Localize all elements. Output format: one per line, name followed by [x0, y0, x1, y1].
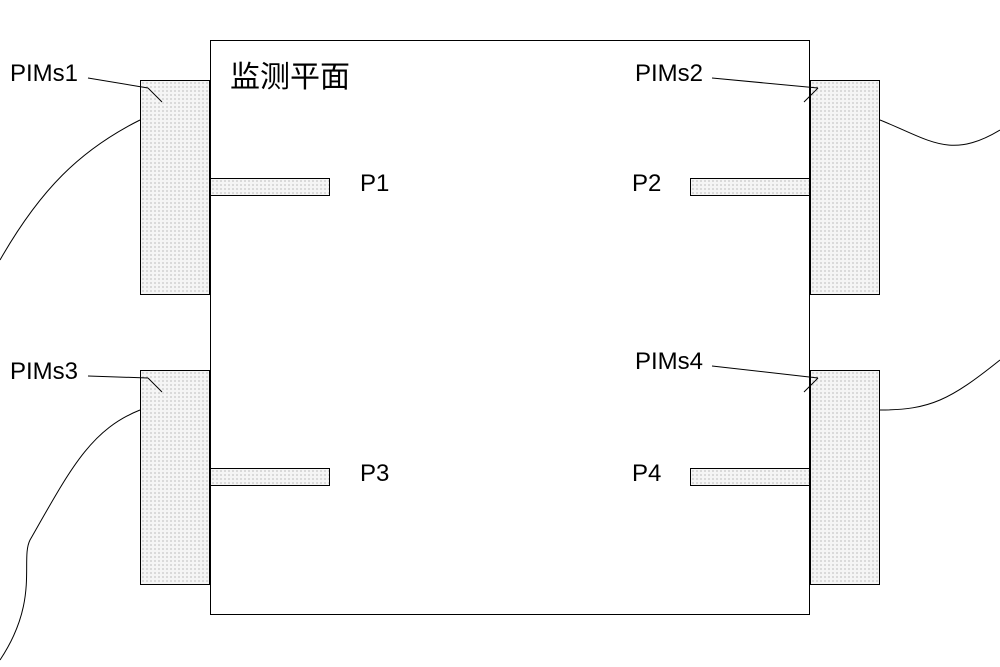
- probe-4-label: P4: [632, 460, 661, 488]
- probe-2: [690, 178, 810, 196]
- probe-4: [690, 468, 810, 486]
- sensor-3-label: PIMs3: [10, 358, 78, 386]
- probe-3: [210, 468, 330, 486]
- probe-2-label: P2: [632, 170, 661, 198]
- title-label: 监测平面: [230, 52, 350, 96]
- probe-1-label: P1: [360, 170, 389, 198]
- sensor-1-label: PIMs1: [10, 60, 78, 88]
- sensor-block-4: [810, 370, 880, 585]
- probe-1: [210, 178, 330, 196]
- sensor-4-label: PIMs4: [635, 348, 703, 376]
- sensor-block-1: [140, 80, 210, 295]
- sensor-block-3: [140, 370, 210, 585]
- monitoring-plane: [210, 40, 810, 615]
- diagram-canvas: 监测平面 P1 P2 P3 P4 PIMs1 PIMs2 PIMs3 PIMs4: [0, 0, 1000, 667]
- sensor-2-label: PIMs2: [635, 60, 703, 88]
- probe-3-label: P3: [360, 460, 389, 488]
- sensor-block-2: [810, 80, 880, 295]
